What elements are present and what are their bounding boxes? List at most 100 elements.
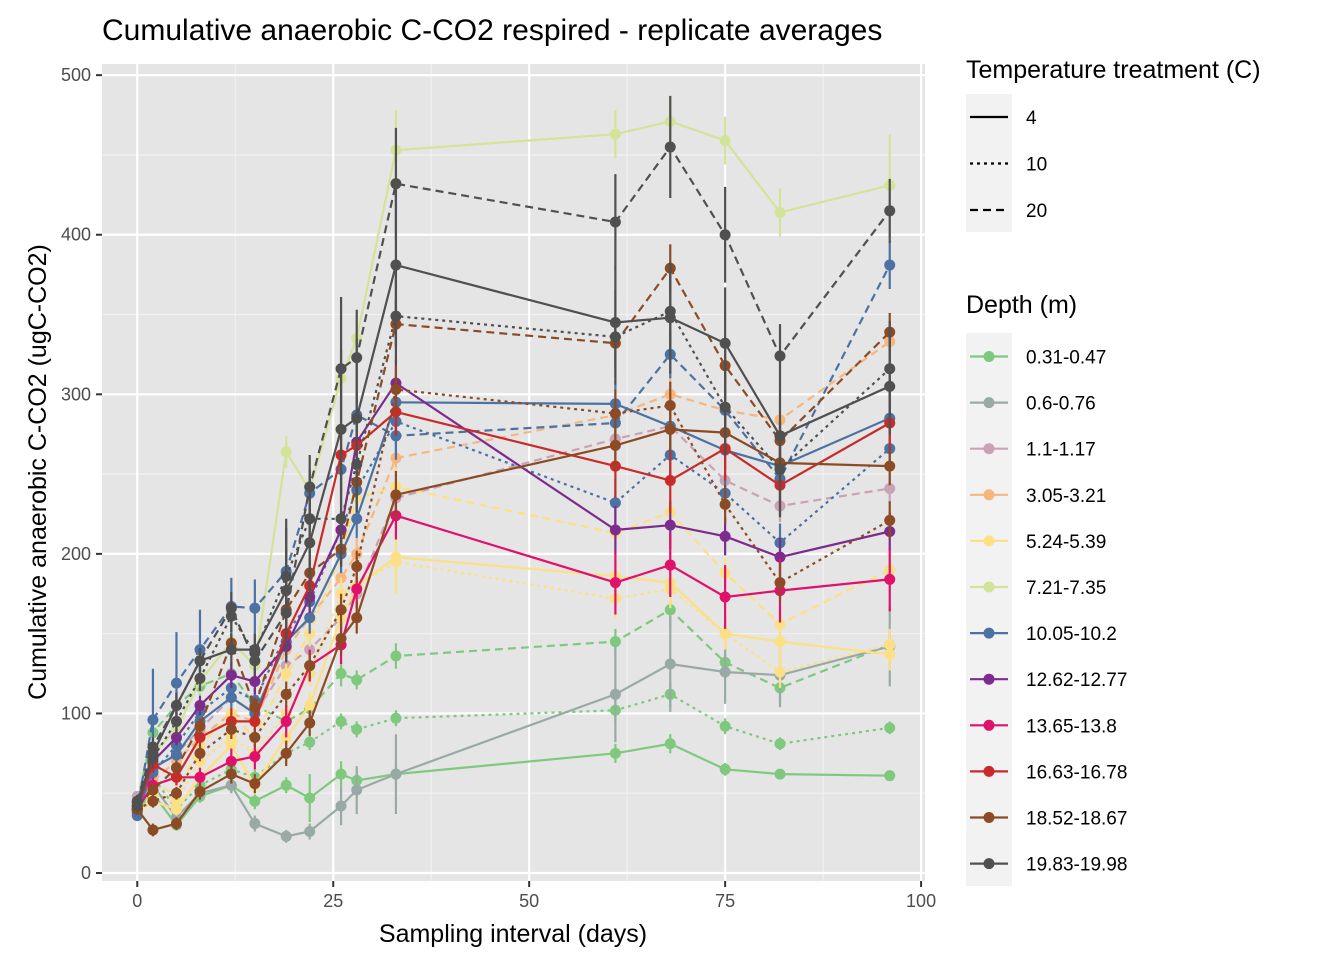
series-line xyxy=(136,555,890,814)
data-point xyxy=(280,688,292,700)
legend-depth-label: 10.05-10.2 xyxy=(1026,624,1117,645)
legend-key-point xyxy=(983,351,995,362)
data-point xyxy=(351,612,363,624)
legend-depth: Depth (m) 0.31-0.47 0.6-0.76 1.1-1.17 3.05-… xyxy=(966,291,1127,886)
data-point xyxy=(170,818,182,830)
data-point xyxy=(335,715,347,727)
data-point xyxy=(147,752,159,764)
series-line xyxy=(136,560,890,814)
data-point xyxy=(147,795,159,807)
data-point xyxy=(664,519,676,531)
data-point xyxy=(280,668,292,680)
data-point xyxy=(774,350,786,362)
data-point xyxy=(774,577,786,589)
grid xyxy=(102,64,925,881)
legend-depth-label: 5.24-5.39 xyxy=(1026,532,1106,553)
data-point xyxy=(774,666,786,678)
data-point xyxy=(194,655,206,667)
data-point xyxy=(664,604,676,616)
data-point xyxy=(280,570,292,582)
series-line xyxy=(136,120,890,807)
legend-depth-title: Depth (m) xyxy=(966,291,1077,319)
data-point xyxy=(170,771,182,783)
data-point xyxy=(719,337,731,349)
legend-depth-label: 16.63-16.78 xyxy=(1026,762,1127,783)
data-point xyxy=(249,701,261,713)
data-point xyxy=(390,489,402,501)
legend-depth-label: 18.52-18.67 xyxy=(1026,809,1127,830)
data-point xyxy=(335,768,347,780)
data-point xyxy=(280,715,292,727)
data-point xyxy=(249,602,261,614)
data-point xyxy=(390,259,402,271)
data-point xyxy=(170,749,182,761)
data-point xyxy=(335,604,347,616)
data-point xyxy=(390,384,402,396)
data-point xyxy=(390,178,402,190)
data-point xyxy=(664,474,676,486)
data-point xyxy=(304,481,316,493)
legend-temperature-label: 10 xyxy=(1026,155,1047,176)
data-point xyxy=(719,498,731,510)
data-point xyxy=(884,722,896,734)
series-18.52-18.67-10C xyxy=(131,365,896,815)
data-point xyxy=(335,513,347,525)
data-point xyxy=(194,699,206,711)
legend-key-bg xyxy=(966,333,1012,886)
data-point xyxy=(884,205,896,217)
data-point xyxy=(351,583,363,595)
data-point xyxy=(609,497,621,509)
y-tick-label: 500 xyxy=(61,65,91,85)
data-point xyxy=(194,720,206,732)
data-point xyxy=(351,459,363,471)
y-axis-label: Cumulative anaerobic C-CO2 (ugC-CO2) xyxy=(24,244,52,700)
data-point xyxy=(719,135,731,147)
data-point xyxy=(194,786,206,798)
data-point xyxy=(774,206,786,218)
data-point xyxy=(249,655,261,667)
series-line xyxy=(136,145,891,802)
axes: 0 25 50 75 100 0 100 200 300 400 500 xyxy=(61,65,936,911)
data-point xyxy=(884,259,896,271)
legend-depth-label: 19.83-19.98 xyxy=(1026,855,1127,876)
chart-title: Cumulative anaerobic C-CO2 respired - re… xyxy=(102,14,882,47)
data-point xyxy=(664,399,676,411)
data-point xyxy=(280,747,292,759)
data-point xyxy=(335,632,347,644)
series-line xyxy=(136,388,891,811)
data-point xyxy=(147,784,159,796)
data-point xyxy=(390,556,402,568)
data-point xyxy=(664,658,676,670)
data-point xyxy=(225,779,237,791)
legend-depth-label: 0.6-0.76 xyxy=(1026,394,1096,415)
data-point xyxy=(280,446,292,458)
data-point xyxy=(147,824,159,836)
data-point xyxy=(249,731,261,743)
data-point xyxy=(170,803,182,815)
legend-key-point xyxy=(983,858,995,870)
series-19.83-19.98-20C xyxy=(131,95,896,808)
data-point xyxy=(249,715,261,727)
data-point xyxy=(609,577,621,589)
legend-temperature-title: Temperature treatment (C) xyxy=(966,56,1261,84)
legend-temperature-label: 4 xyxy=(1026,108,1037,129)
data-point xyxy=(170,787,182,799)
data-point xyxy=(351,674,363,686)
series-line xyxy=(136,309,891,804)
data-point xyxy=(719,401,731,413)
data-point xyxy=(280,779,292,791)
data-point xyxy=(304,660,316,672)
data-point xyxy=(609,747,621,759)
data-point xyxy=(194,672,206,684)
data-point xyxy=(609,524,621,536)
legend-key-point xyxy=(983,673,995,685)
legend-depth-label: 1.1-1.17 xyxy=(1026,440,1096,461)
x-tick-label: 0 xyxy=(132,891,142,911)
data-point xyxy=(774,636,786,648)
legend-depth-label: 13.65-13.8 xyxy=(1026,716,1117,737)
legend-key-point xyxy=(983,535,995,547)
data-point xyxy=(884,363,896,375)
x-tick-label: 50 xyxy=(519,891,539,911)
data-point xyxy=(225,669,237,681)
data-point xyxy=(664,141,676,153)
